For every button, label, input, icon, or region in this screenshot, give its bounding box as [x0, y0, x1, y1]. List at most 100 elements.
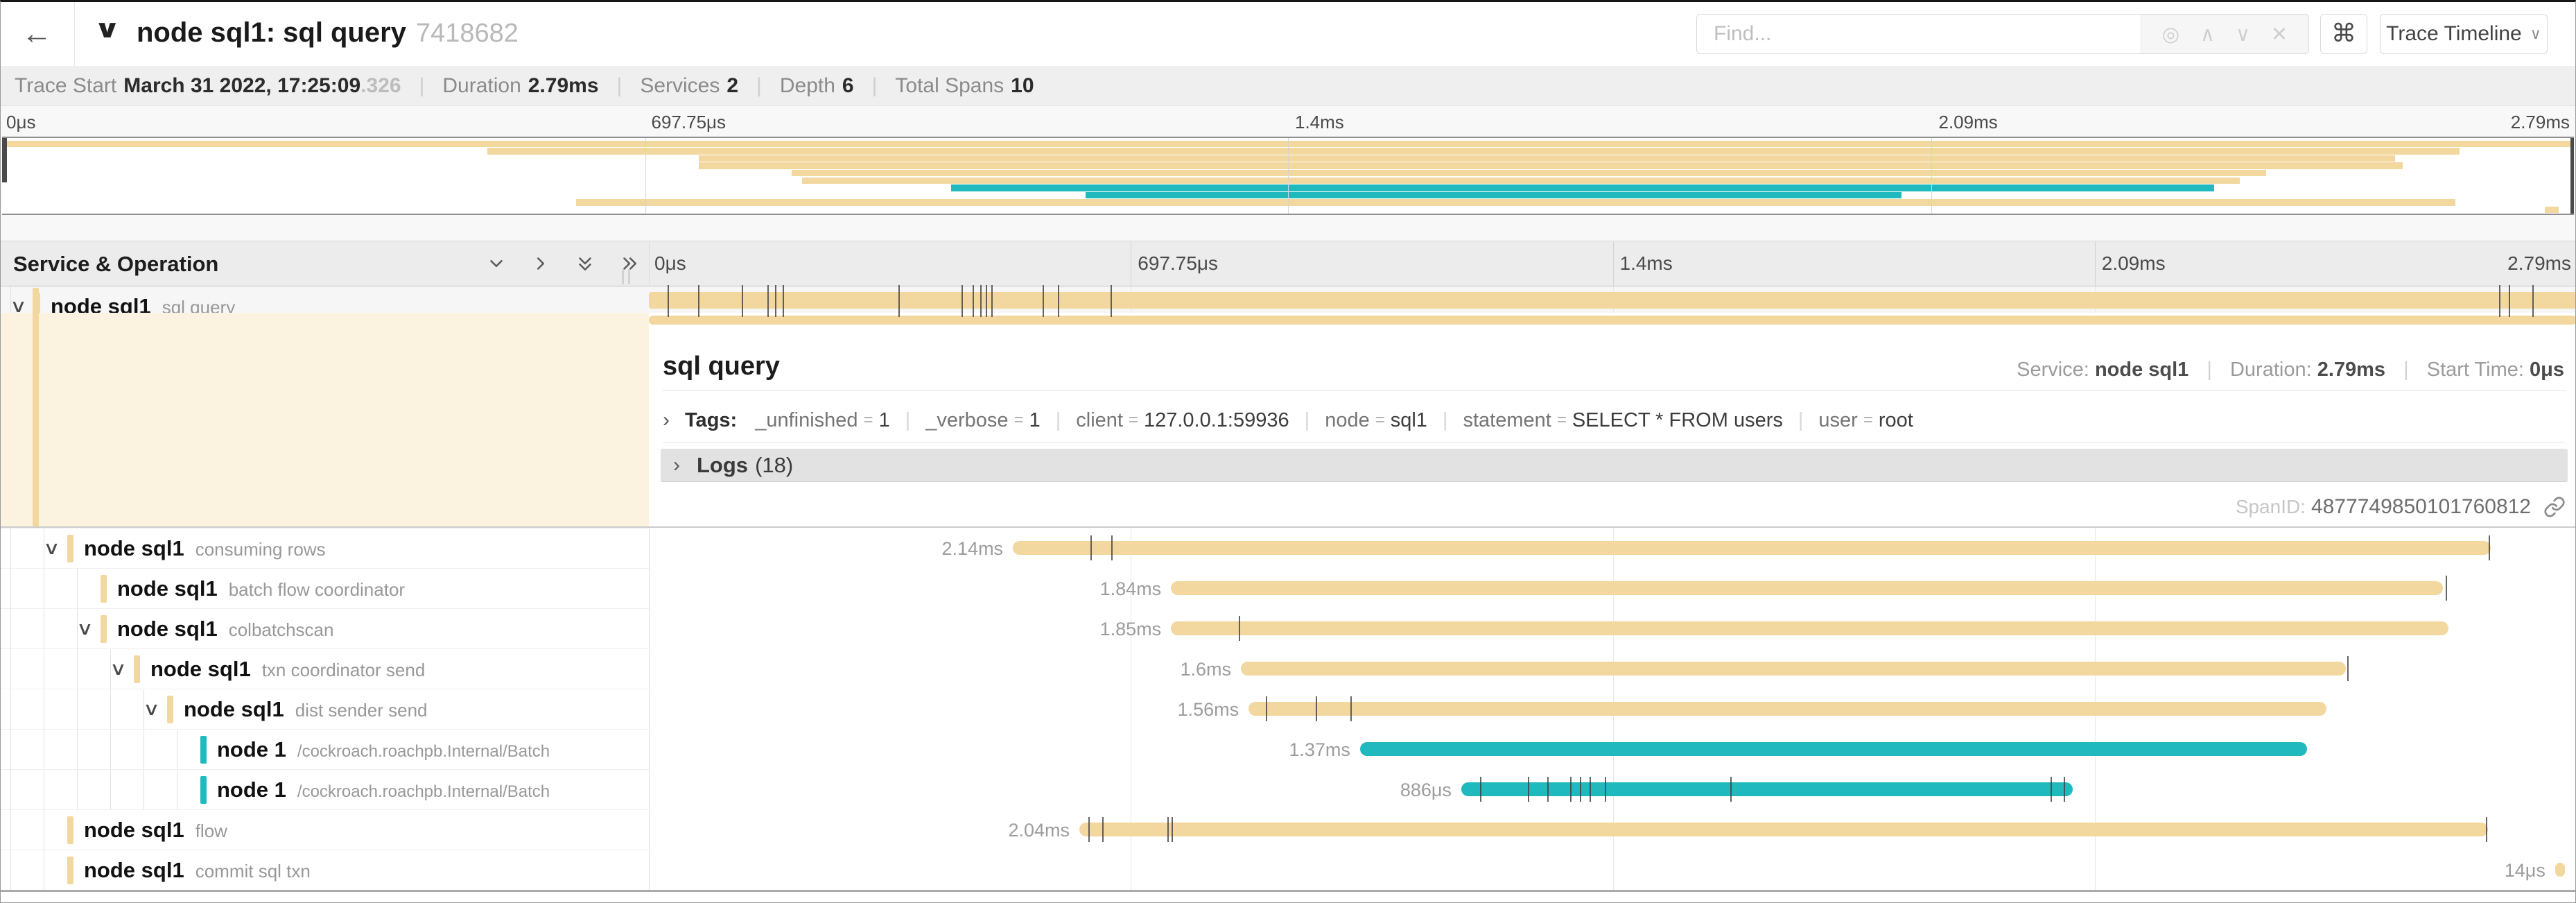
match-icon[interactable]: ◎	[2161, 23, 2180, 46]
span-bar-row[interactable]: 886μs	[649, 769, 2575, 809]
divider: |	[1055, 409, 1061, 431]
back-icon[interactable]: ←	[21, 17, 52, 51]
find-input[interactable]	[1697, 15, 2141, 53]
span-bar[interactable]	[1013, 541, 2491, 555]
span-tree-item[interactable]: node 1/cockroach.roachpb.Internal/Batch	[1, 769, 649, 810]
tree-depth-guide	[77, 770, 78, 810]
chevron-down-icon[interactable]: ∨	[110, 658, 127, 679]
next-result-icon[interactable]: ∨	[2235, 23, 2251, 46]
collapse-trace-icon[interactable]: ∨	[94, 15, 121, 43]
span-bar-row[interactable]: 2.14ms	[649, 528, 2575, 568]
log-event-tick	[1730, 777, 1732, 802]
keyboard-shortcuts-button[interactable]: ⌘	[2320, 14, 2367, 54]
span-bar[interactable]	[1461, 782, 2073, 796]
log-event-tick	[1171, 817, 1173, 842]
logs-toggle-row[interactable]: › Logs (18)	[661, 449, 2568, 482]
log-event-tick	[986, 285, 988, 317]
prev-result-icon[interactable]: ∧	[2200, 23, 2216, 46]
detail-span-bar[interactable]	[649, 316, 2575, 325]
tree-depth-guide	[10, 609, 11, 649]
span-duration-label: 1.85ms	[1099, 619, 1162, 639]
meta-value-suffix: .326	[360, 74, 401, 97]
tag-key: user	[1818, 409, 1858, 431]
minimap-tick-label: 697.75μs	[651, 112, 726, 132]
span-bar-row[interactable]: 1.85ms	[649, 608, 2575, 648]
span-tree-item[interactable]: ∨ node sql1 colbatchscan	[1, 608, 649, 649]
logs-label: Logs	[697, 452, 749, 477]
tree-depth-guide	[10, 689, 11, 730]
chevron-right-icon: ›	[663, 409, 670, 431]
span-bar[interactable]	[1359, 742, 2307, 756]
log-event-tick	[1316, 696, 1318, 721]
tag-value: 1	[1029, 409, 1041, 431]
minimap-span-bar	[698, 155, 2396, 162]
span-duration-label: 2.14ms	[941, 538, 1004, 559]
divider: |	[905, 409, 911, 431]
collapse-all-icon[interactable]	[486, 253, 507, 274]
span-bar-row[interactable]: 1.84ms	[649, 568, 2575, 608]
span-tree-item[interactable]: node sql1 commit sql txn	[1, 850, 649, 891]
tag-equals: =	[1013, 411, 1024, 429]
root-span-bar[interactable]	[649, 292, 2575, 309]
chevron-down-icon[interactable]: ∨	[76, 618, 94, 639]
tree-depth-guide	[10, 286, 11, 327]
span-color-bar	[67, 535, 73, 562]
span-bar-row[interactable]: 1.6ms	[649, 648, 2575, 689]
root-span-tree-item[interactable]: ∨ node sql1 sql query	[1, 286, 649, 327]
span-bar[interactable]	[1171, 581, 2443, 595]
span-bar[interactable]	[1079, 823, 2489, 836]
duration-label: Duration:	[2229, 359, 2312, 381]
span-tree-item[interactable]: ∨ node sql1 consuming rows	[1, 528, 649, 569]
span-bar-row[interactable]: 1.56ms	[649, 689, 2575, 729]
tag-value: 127.0.0.1:59936	[1143, 409, 1289, 431]
deep-link-icon[interactable]	[2543, 496, 2566, 518]
tag-value: SELECT * FROM users	[1572, 409, 1783, 431]
minimap-left-scrubber[interactable]	[2, 138, 7, 182]
collapse-deep-icon[interactable]	[575, 253, 595, 274]
chevron-down-icon[interactable]: ∨	[43, 538, 60, 558]
log-event-tick	[767, 285, 769, 317]
span-tree-item[interactable]: ∨ node sql1 txn coordinator send	[1, 648, 649, 689]
span-tree-item[interactable]: node sql1 flow	[1, 809, 649, 850]
chevron-down-icon[interactable]: ∨	[143, 698, 160, 719]
meta-label: Duration	[442, 74, 521, 97]
span-bar-row[interactable]: 14μs	[649, 850, 2575, 890]
span-duration-label: 14μs	[2504, 860, 2545, 881]
span-color-bar	[200, 736, 207, 764]
tag-key: statement	[1463, 409, 1551, 431]
minimap-span-bar	[487, 148, 2460, 155]
span-tree-item[interactable]: node 1/cockroach.roachpb.Internal/Batch	[1, 729, 649, 770]
minimap-span-bar	[2545, 206, 2559, 214]
header-divider	[74, 2, 75, 66]
panel-divider[interactable]	[649, 241, 650, 892]
span-duration-label: 1.37ms	[1289, 739, 1350, 760]
service-value: node sql1	[2094, 359, 2189, 381]
span-bar[interactable]	[2555, 863, 2566, 877]
expand-all-icon[interactable]	[619, 253, 640, 274]
span-tree-item[interactable]: ∨ node sql1 dist sender send	[1, 689, 649, 730]
minimap-gridline	[645, 138, 646, 214]
tag-value: 1	[878, 409, 890, 431]
expand-one-icon[interactable]	[530, 253, 551, 274]
span-service-name: node sql1 dist sender send	[184, 697, 428, 721]
span-bar[interactable]	[1248, 702, 2326, 716]
span-bar-row[interactable]: 1.37ms	[649, 729, 2575, 769]
tree-depth-guide	[10, 649, 11, 689]
span-bar-row[interactable]: 2.04ms	[649, 809, 2575, 850]
root-span-row[interactable]: ∨ node sql1 sql query	[1, 285, 2575, 327]
tags-toggle-row[interactable]: › Tags: _unfinished = 1 | _verbose = 1 | client = 12…	[663, 402, 1913, 439]
panel-resize-grip[interactable]	[622, 269, 630, 284]
tree-depth-guide	[143, 689, 144, 730]
clear-search-icon[interactable]: ✕	[2270, 23, 2288, 46]
minimap-right-scrubber[interactable]	[2570, 138, 2574, 214]
span-bar[interactable]	[1171, 621, 2449, 635]
view-selector-button[interactable]: Trace Timeline ∨	[2380, 14, 2548, 54]
table-bottom-border	[1, 890, 2575, 892]
span-tree-item[interactable]: node sql1 batch flow coordinator	[1, 568, 649, 609]
span-service-name: node sql1 txn coordinator send	[150, 657, 426, 681]
span-bar[interactable]	[1241, 662, 2347, 676]
tree-depth-guide	[10, 810, 11, 850]
minimap-canvas[interactable]	[2, 137, 2574, 215]
trace-meta-bar: Trace Start March 31 2022, 17:25:09.326 | D…	[1, 66, 2575, 106]
span-color-bar	[67, 816, 73, 844]
